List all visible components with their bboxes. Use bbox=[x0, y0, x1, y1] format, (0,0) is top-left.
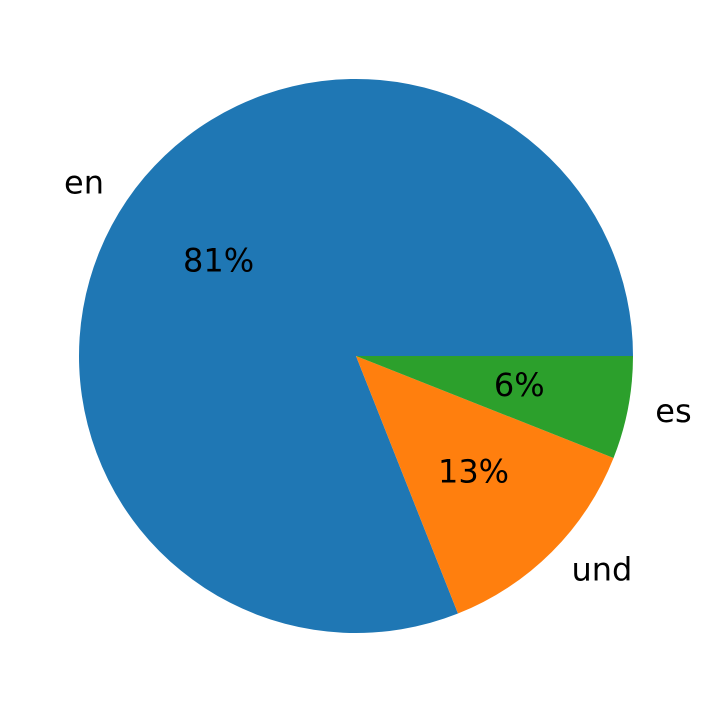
percent-label: 13% bbox=[438, 453, 509, 491]
percent-label: 6% bbox=[494, 366, 545, 404]
category-label: es bbox=[655, 392, 691, 430]
pie-wedge bbox=[356, 356, 614, 614]
percent-label: 81% bbox=[183, 242, 254, 280]
category-label: und bbox=[571, 550, 632, 588]
pie-wedge bbox=[78, 78, 633, 633]
category-label: en bbox=[64, 164, 104, 202]
pie-wedge bbox=[356, 356, 633, 458]
